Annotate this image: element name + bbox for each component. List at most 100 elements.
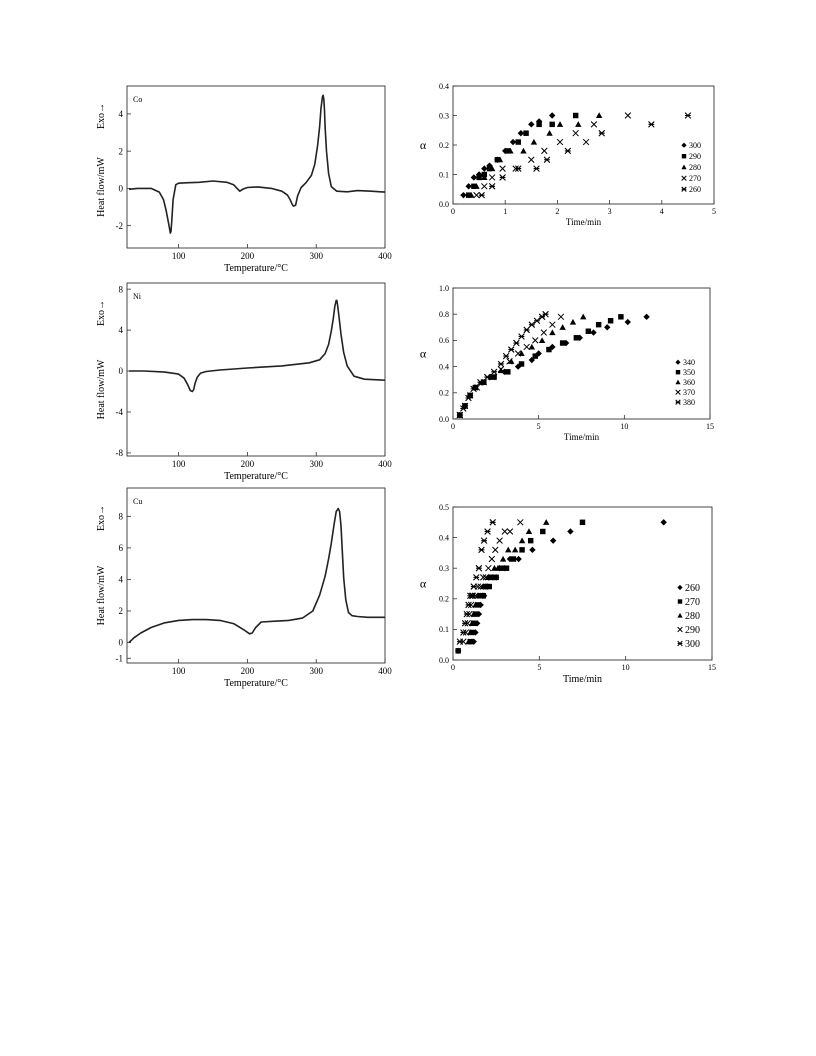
data-point bbox=[465, 192, 472, 198]
plot-frame bbox=[452, 287, 711, 420]
data-point bbox=[488, 165, 496, 172]
series-260 bbox=[478, 112, 692, 199]
data-point bbox=[579, 519, 586, 526]
y-tick-label: 0.0 bbox=[439, 415, 449, 424]
data-point bbox=[489, 373, 496, 381]
data-point bbox=[514, 165, 522, 172]
data-point bbox=[475, 564, 483, 572]
data-point bbox=[546, 130, 553, 136]
y-tick-label: 0 bbox=[119, 184, 124, 194]
data-point bbox=[567, 528, 574, 535]
data-point bbox=[455, 648, 461, 654]
data-point bbox=[471, 183, 477, 190]
legend-label: 360 bbox=[683, 378, 695, 387]
data-point bbox=[556, 121, 564, 127]
data-point bbox=[549, 343, 556, 351]
data-point bbox=[590, 121, 598, 128]
x-tick-label: 1 bbox=[503, 207, 507, 216]
data-point bbox=[523, 343, 530, 351]
data-point bbox=[482, 583, 490, 590]
x-tick-label: 2 bbox=[555, 207, 559, 216]
data-point bbox=[467, 629, 474, 636]
data-point bbox=[507, 346, 515, 353]
data-point bbox=[572, 112, 579, 119]
legend: 260 270 280 290 300 bbox=[677, 583, 700, 650]
y-tick-label: 0.2 bbox=[439, 389, 449, 398]
y-tick-label: 0.4 bbox=[439, 82, 449, 91]
x-tick-label: 100 bbox=[172, 666, 186, 676]
y-tick-label: 0.8 bbox=[439, 310, 449, 319]
data-point bbox=[488, 174, 496, 181]
legend-marker bbox=[681, 142, 687, 148]
legend-label: 280 bbox=[689, 163, 701, 172]
plot-frame bbox=[126, 282, 386, 457]
y-tick-label: 4 bbox=[119, 325, 124, 335]
data-point bbox=[497, 367, 505, 374]
x-tick-label: 300 bbox=[309, 459, 323, 469]
x-tick-label: 200 bbox=[241, 666, 255, 676]
data-point bbox=[564, 147, 572, 155]
legend-label: 370 bbox=[683, 388, 695, 397]
data-point bbox=[518, 361, 525, 367]
data-point bbox=[510, 556, 517, 562]
y-tick-label: 0.2 bbox=[439, 141, 449, 150]
data-point bbox=[525, 528, 533, 535]
data-point bbox=[549, 537, 557, 544]
y-tick-label: 0 bbox=[119, 638, 124, 648]
y-tick-label: 0 bbox=[119, 366, 124, 376]
exo-direction-label: Exo→ bbox=[96, 300, 107, 326]
data-point bbox=[502, 352, 510, 360]
x-tick-label: 100 bbox=[172, 251, 186, 261]
y-tick-label: 0.4 bbox=[439, 533, 449, 542]
chart-kin_co: 0 1 2 3 4 5 0.0 0.1 0.2 0.3 0.4 Time/min α 300 290 280 2… bbox=[420, 82, 716, 227]
legend-marker bbox=[675, 389, 681, 395]
data-point bbox=[482, 574, 490, 581]
legend-label: 290 bbox=[685, 625, 700, 636]
x-tick-label: 10 bbox=[622, 663, 630, 672]
data-point bbox=[481, 183, 488, 190]
data-point bbox=[499, 165, 506, 172]
data-point bbox=[465, 601, 472, 609]
data-point bbox=[542, 310, 549, 318]
plot-frame bbox=[452, 506, 713, 661]
x-tick-label: 400 bbox=[378, 459, 392, 469]
data-point bbox=[486, 165, 493, 172]
data-point bbox=[501, 528, 509, 535]
legend-label: 340 bbox=[683, 358, 695, 367]
data-point bbox=[468, 620, 476, 626]
data-point bbox=[494, 157, 501, 163]
data-point bbox=[481, 165, 488, 172]
series-300 bbox=[456, 519, 496, 645]
data-point bbox=[643, 313, 650, 321]
data-point bbox=[488, 183, 496, 190]
series-280 bbox=[468, 112, 603, 198]
legend-label: 380 bbox=[683, 398, 695, 407]
data-point bbox=[490, 368, 498, 376]
chart-dsc_cu: 100 200 300 400 -1 0 2 4 6 8 Temperature/°C Heat fl… bbox=[96, 487, 392, 689]
data-point bbox=[496, 537, 503, 544]
panel-label: Co bbox=[133, 95, 142, 104]
y-tick-label: 4 bbox=[119, 575, 124, 585]
series-350 bbox=[457, 314, 624, 418]
data-point bbox=[460, 629, 467, 636]
y-tick-label: 0.2 bbox=[439, 595, 449, 604]
data-point bbox=[532, 353, 538, 359]
x-axis-label: Time/min bbox=[564, 432, 600, 442]
data-point bbox=[514, 350, 522, 357]
data-point bbox=[595, 112, 603, 119]
data-point bbox=[513, 339, 520, 347]
x-tick-label: 0 bbox=[451, 663, 455, 672]
data-point bbox=[508, 358, 515, 364]
data-point bbox=[505, 369, 511, 375]
legend-marker bbox=[677, 584, 683, 591]
legend-marker bbox=[675, 379, 681, 385]
data-point bbox=[546, 346, 552, 353]
data-point bbox=[540, 528, 546, 535]
legend-label: 270 bbox=[689, 174, 701, 183]
y-tick-label: 8 bbox=[119, 284, 124, 294]
data-point bbox=[473, 191, 480, 199]
data-point bbox=[517, 130, 525, 137]
x-tick-label: 0 bbox=[451, 422, 455, 431]
